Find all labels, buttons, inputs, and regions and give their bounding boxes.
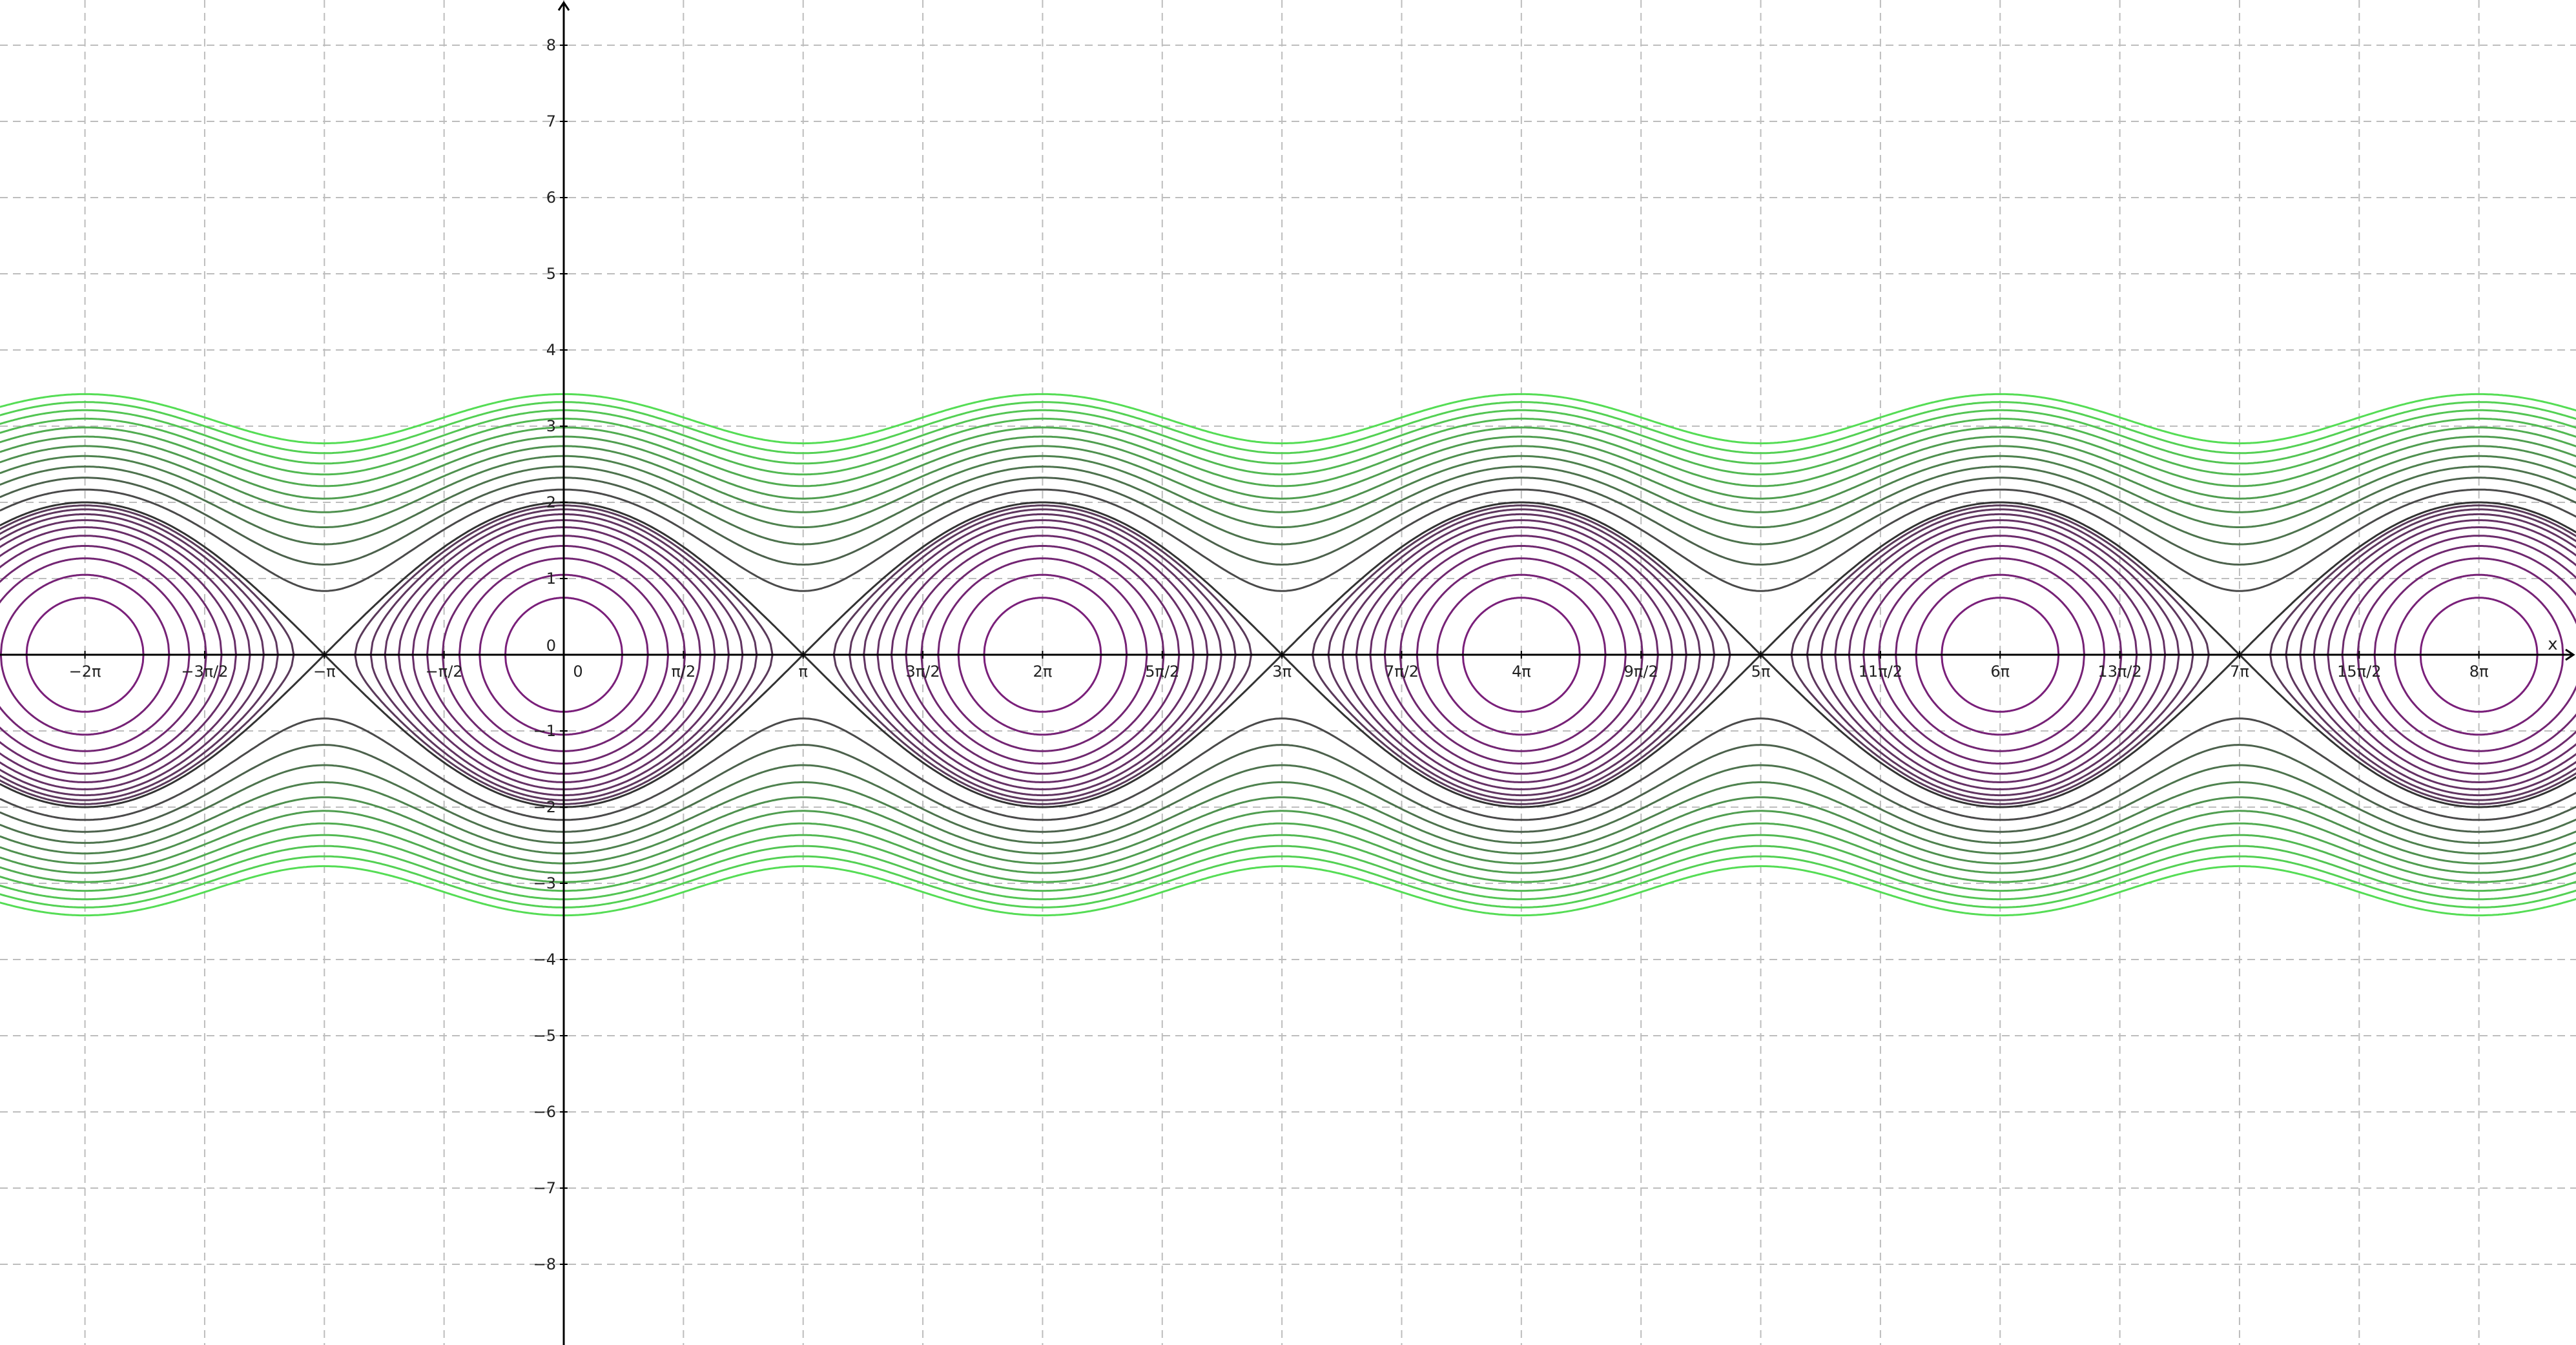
x-tick-label: π/2 — [671, 662, 696, 681]
y-tick-label: −7 — [533, 1179, 556, 1197]
y-tick-label: 3 — [546, 417, 556, 435]
x-tick-label: −2π — [69, 662, 101, 681]
x-tick-label: 3π — [1272, 662, 1292, 681]
open-orbit-curve — [0, 865, 2576, 917]
closed-orbit-curve — [2341, 535, 2576, 775]
open-orbit-curve — [0, 781, 2576, 855]
open-orbit-curve — [0, 764, 2576, 844]
y-tick-label: 4 — [546, 341, 556, 359]
x-tick-label: 2π — [1033, 662, 1053, 681]
closed-orbit-curve — [2269, 504, 2576, 805]
open-orbit-curve — [0, 744, 2576, 833]
open-orbit-curve — [0, 477, 2576, 566]
x-tick-label: 6π — [1990, 662, 2010, 681]
open-orbit-curve — [0, 455, 2576, 528]
closed-orbit-curve — [2373, 557, 2576, 752]
y-tick-label: −1 — [533, 722, 556, 740]
open-orbit-curve — [0, 822, 2576, 883]
open-orbit-curve — [0, 401, 2576, 455]
x-tick-label: 7π/2 — [1385, 662, 1419, 681]
y-tick-label: 1 — [546, 570, 556, 588]
y-tick-label: 6 — [546, 189, 556, 207]
x-axis-arrow — [2565, 648, 2575, 661]
y-tick-label: −5 — [533, 1027, 556, 1045]
y-tick-label: −8 — [533, 1255, 556, 1273]
x-tick-label: 3π/2 — [906, 662, 940, 681]
y-tick-label: 5 — [546, 265, 556, 283]
closed-orbit-curve — [2313, 519, 2576, 790]
open-orbit-curve — [0, 466, 2576, 546]
x-tick-label: 9π/2 — [1624, 662, 1658, 681]
separatrix-curve — [0, 501, 2576, 656]
x-tick-label: 13π/2 — [2097, 662, 2141, 681]
x-tick-label: 4π — [1512, 662, 1531, 681]
open-orbit-curve — [0, 845, 2576, 901]
open-orbit-curve — [0, 435, 2576, 500]
open-orbit-curve — [0, 488, 2576, 592]
closed-orbit-curve — [2327, 526, 2576, 784]
open-orbit-curve — [0, 810, 2576, 874]
y-tick-label: 7 — [546, 112, 556, 130]
x-tick-label: −3π/2 — [181, 662, 228, 681]
y-tick-label: −4 — [533, 950, 556, 969]
y-tick-label: 8 — [546, 36, 556, 54]
y-tick-label: −6 — [533, 1103, 556, 1121]
x-tick-label: −π/2 — [426, 662, 463, 681]
open-orbit-curve — [0, 426, 2576, 488]
x-tick-label: 0 — [573, 662, 582, 681]
y-tick-label: −3 — [533, 874, 556, 892]
closed-orbit-curve — [2356, 545, 2576, 765]
closed-orbit-curve — [2285, 508, 2576, 801]
x-tick-label: π — [798, 662, 807, 681]
x-tick-label: 8π — [2469, 662, 2489, 681]
y-axis-arrow — [557, 1, 570, 11]
open-orbit-curve — [0, 796, 2576, 865]
x-tick-label: −π — [313, 662, 336, 681]
y-tick-label: −2 — [533, 798, 556, 816]
open-orbit-curve — [0, 409, 2576, 465]
separatrix-curve — [0, 653, 2576, 808]
open-orbit-curve — [0, 393, 2576, 445]
x-tick-label: 5π/2 — [1145, 662, 1179, 681]
open-orbit-curve — [0, 717, 2576, 821]
y-tick-label: 2 — [546, 493, 556, 511]
open-orbit-curve — [0, 834, 2576, 892]
x-axis-name: x — [2548, 635, 2557, 654]
open-orbit-curve — [0, 417, 2576, 476]
open-orbit-curve — [0, 855, 2576, 909]
x-tick-label: 15π/2 — [2337, 662, 2381, 681]
x-tick-label: 5π — [1751, 662, 1771, 681]
x-tick-label: 7π — [2230, 662, 2249, 681]
closed-orbit-curve — [2299, 513, 2576, 797]
open-orbit-curve — [0, 445, 2576, 513]
x-tick-label: 11π/2 — [1859, 662, 1902, 681]
origin-label: 0 — [546, 637, 556, 655]
